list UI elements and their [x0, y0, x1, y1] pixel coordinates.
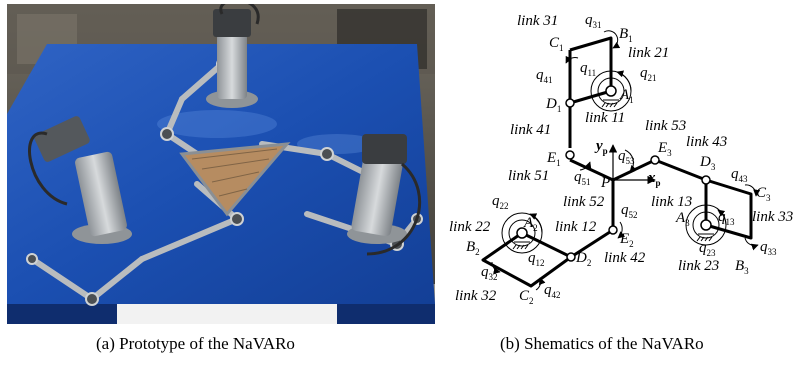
label-link13: link 13 — [651, 194, 692, 210]
label-q41: q41 — [536, 67, 553, 85]
base-joint-A3 — [685, 204, 727, 246]
label-xp: xp — [647, 170, 661, 188]
label-q21: q21 — [640, 65, 657, 83]
caption-prototype: (a) Prototype of the NaVARo — [96, 334, 295, 353]
label-link42: link 42 — [604, 250, 646, 266]
label-link33: link 33 — [752, 209, 793, 225]
label-q43: q43 — [731, 166, 748, 184]
base-joint-A2 — [501, 212, 543, 254]
label-link11: link 11 — [585, 110, 625, 126]
label-q31: q31 — [585, 12, 602, 30]
label-link41: link 41 — [510, 122, 551, 138]
label-link21: link 21 — [628, 45, 669, 61]
label-C2: C2 — [519, 288, 534, 306]
label-q22: q22 — [492, 193, 509, 211]
label-q52: q52 — [621, 202, 638, 220]
label-E3: E3 — [657, 140, 672, 158]
label-link22: link 22 — [449, 219, 491, 235]
label-B1: B1 — [619, 26, 633, 44]
label-D2: D2 — [575, 250, 591, 268]
label-q33: q33 — [760, 239, 777, 257]
caption-schematics: (b) Shematics of the NaVARo — [500, 334, 704, 353]
label-D3: D3 — [699, 154, 716, 172]
label-link51: link 51 — [508, 168, 549, 184]
label-B2: B2 — [466, 239, 480, 257]
label-A3: A3 — [675, 210, 690, 228]
label-q13: q13 — [718, 209, 735, 227]
label-q12: q12 — [528, 250, 545, 268]
label-q32: q32 — [481, 264, 498, 282]
schematic-diagram: link 31 q31 B1 C1 link 21 q11 q21 q41 A1… — [449, 12, 793, 306]
label-link23: link 23 — [678, 258, 719, 274]
label-A2: A2 — [523, 215, 538, 233]
angle-arcs — [491, 30, 761, 291]
label-link52: link 52 — [563, 194, 605, 210]
passive-joints — [565, 98, 711, 262]
label-E1: E1 — [546, 150, 561, 168]
label-yp: yp — [594, 138, 608, 156]
label-link12: link 12 — [555, 219, 597, 235]
label-D1: D1 — [545, 96, 561, 114]
label-q42: q42 — [544, 282, 561, 300]
schematic-labels: link 31 q31 B1 C1 link 21 q11 q21 q41 A1… — [449, 12, 793, 306]
label-C1: C1 — [549, 35, 564, 53]
label-B3: B3 — [735, 258, 749, 276]
label-C3: C3 — [756, 185, 771, 203]
label-q23: q23 — [699, 240, 716, 258]
label-q11: q11 — [580, 60, 596, 78]
label-link53: link 53 — [645, 118, 686, 134]
label-q51: q51 — [574, 169, 591, 187]
label-P: P — [600, 175, 610, 191]
prototype-photo — [7, 4, 435, 324]
label-q53: q53 — [618, 148, 635, 166]
label-A1: A1 — [619, 87, 634, 105]
label-link31: link 31 — [517, 13, 558, 29]
label-E2: E2 — [619, 231, 634, 249]
label-link32: link 32 — [455, 288, 497, 304]
label-link43: link 43 — [686, 134, 727, 150]
